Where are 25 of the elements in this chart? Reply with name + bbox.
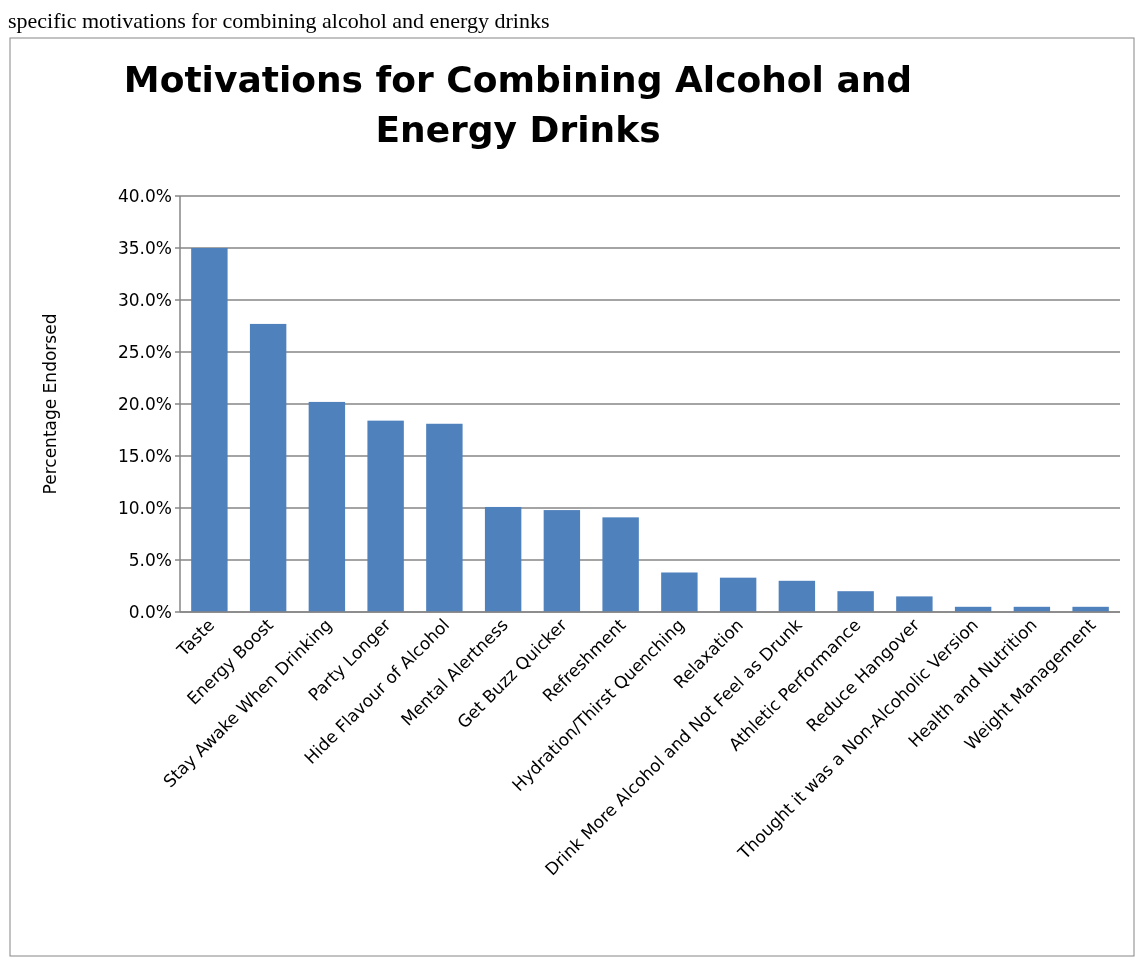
y-tick-label: 0.0% (128, 601, 172, 622)
bar (484, 506, 522, 612)
bar (426, 423, 463, 612)
bar (602, 517, 639, 612)
bar (896, 596, 933, 612)
y-tick-label: 40.0% (117, 185, 172, 206)
y-axis-title: Percentage Endorsed (40, 313, 60, 495)
bar (249, 323, 287, 612)
bar (778, 580, 816, 612)
y-tick-label: 10.0% (117, 497, 172, 518)
chart-title: Motivations for Combining Alcohol and Energy Drinks (123, 59, 913, 150)
bar (308, 401, 346, 612)
text: specific motivations for combining alcohol and energy drinks (8, 8, 550, 33)
y-tick-label: 30.0% (117, 289, 172, 310)
y-tick-label: 35.0% (117, 237, 172, 258)
y-tick-label: 25.0% (117, 341, 172, 362)
y-tick-label: 15.0% (117, 445, 172, 466)
bar (661, 572, 698, 612)
y-tick-label: 20.0% (117, 393, 172, 414)
bar (837, 591, 874, 612)
bar (367, 420, 404, 612)
bar (543, 510, 581, 612)
bar (719, 577, 757, 612)
y-tick-label: 5.0% (128, 549, 172, 570)
bar (191, 248, 228, 612)
